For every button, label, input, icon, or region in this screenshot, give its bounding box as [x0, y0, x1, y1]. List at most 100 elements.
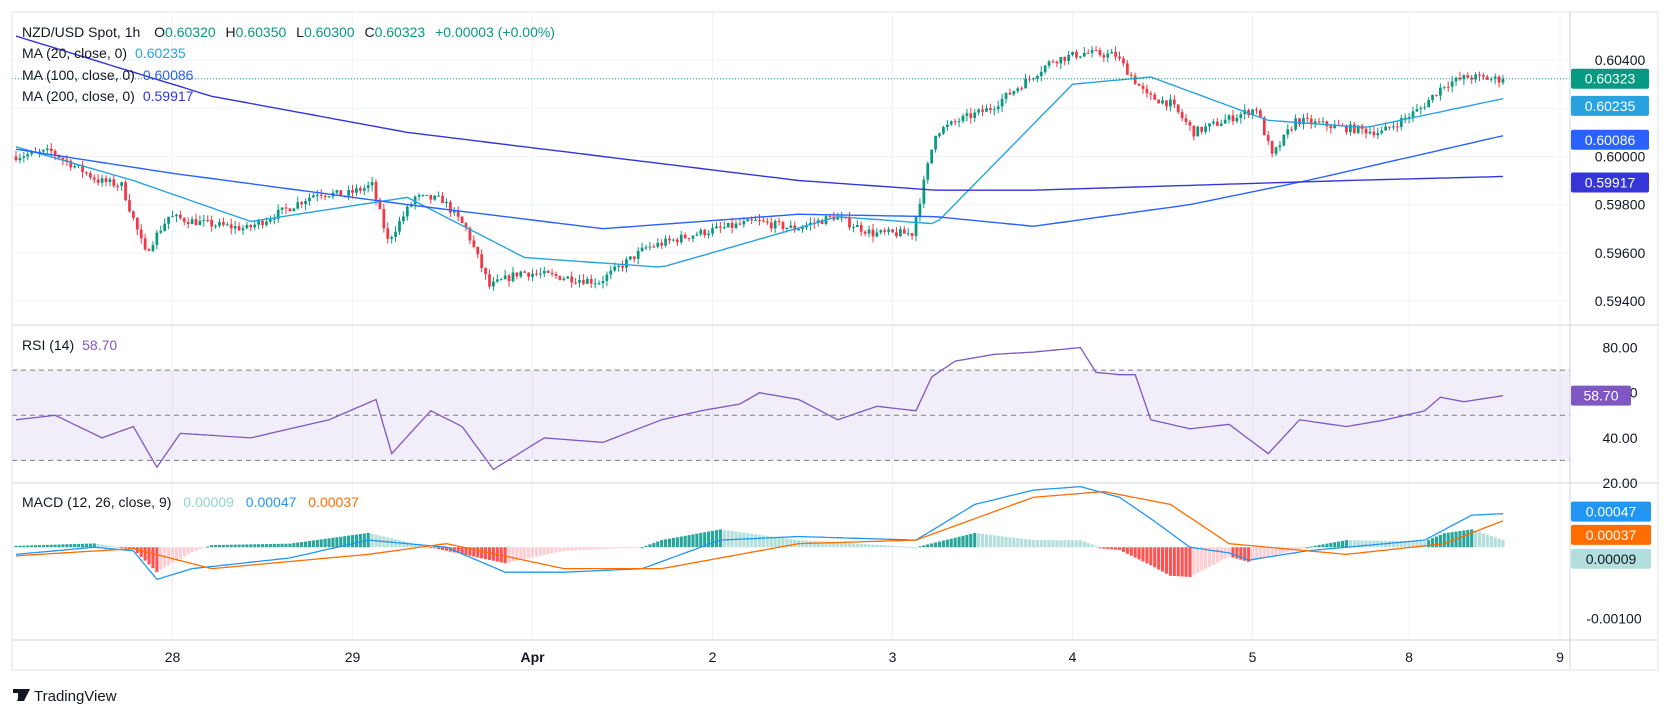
macd-histogram-bar: [100, 544, 104, 548]
macd-histogram-bar: [1278, 547, 1282, 555]
candle-body: [1474, 74, 1477, 80]
macd-histogram-bar: [272, 543, 276, 548]
candle-body: [1055, 61, 1059, 64]
candle-body: [738, 223, 742, 225]
macd-histogram-bar: [182, 547, 186, 557]
candle-body: [304, 201, 307, 205]
candle-body: [335, 190, 339, 193]
macd-histogram-bar: [354, 534, 359, 548]
macd-histogram-bar: [1090, 544, 1094, 548]
candle-body: [585, 279, 589, 284]
candle-body: [1118, 56, 1121, 59]
macd-histogram-bar: [1027, 539, 1032, 548]
macd-histogram-bar: [1466, 529, 1470, 548]
candle-body: [1004, 92, 1008, 99]
candle-body: [292, 208, 296, 212]
macd-histogram-bar: [1415, 541, 1419, 548]
macd-histogram-bar: [890, 545, 895, 548]
time-axis: 28 29 Apr 2 3 4 5 8 9: [165, 649, 1564, 665]
macd-histogram-bar: [1368, 540, 1372, 548]
macd-histogram-bar: [194, 547, 198, 551]
candle-body: [871, 229, 875, 237]
macd-histogram-bar: [264, 544, 269, 548]
macd-histogram-bar: [527, 547, 531, 559]
price-tick-label: 0.59400: [1595, 293, 1646, 309]
candle-body: [1239, 114, 1243, 118]
candle-body: [206, 219, 210, 221]
time-label: 3: [889, 649, 897, 665]
macd-histogram-bar: [124, 547, 128, 549]
candle-body: [797, 229, 800, 231]
price-tick-label: 0.60000: [1595, 148, 1646, 164]
macd-histogram-bar: [887, 545, 891, 548]
macd-histogram-bar: [409, 542, 413, 548]
macd-legend: MACD (12, 26, close, 9) 0.00009 0.00047 …: [22, 494, 359, 510]
macd-histogram-bar: [577, 547, 582, 551]
macd-histogram-bar: [77, 543, 81, 548]
macd-histogram-bar: [1403, 541, 1407, 548]
candle-body: [977, 109, 981, 113]
macd-histogram-bar: [1325, 543, 1329, 548]
macd-histogram-bar: [1227, 547, 1231, 557]
macd-histogram-bar: [1348, 540, 1352, 548]
macd-histogram-bar: [922, 545, 926, 548]
candle-body: [789, 225, 793, 228]
macd-histogram-bar: [628, 547, 632, 549]
tradingview-logo-icon: [13, 689, 30, 701]
candle-body: [1501, 78, 1505, 83]
macd-histogram-bar: [1039, 540, 1043, 548]
rsi-badge: [1571, 385, 1631, 406]
tradingview-logo[interactable]: TradingView: [13, 688, 117, 705]
candle-body: [452, 210, 456, 213]
candle-body: [648, 246, 652, 248]
macd-histogram-bar: [1114, 547, 1118, 550]
macd-histogram-bar: [808, 540, 812, 548]
candle-body: [973, 112, 977, 119]
candle-body: [1368, 131, 1372, 134]
candle-body: [1282, 134, 1286, 146]
macd-histogram-bar: [57, 544, 61, 548]
candle-body: [519, 271, 523, 277]
macd-histogram-bar: [347, 535, 351, 548]
candle-body: [268, 219, 272, 222]
candle-body: [476, 246, 480, 255]
macd-histogram-bar: [1333, 542, 1337, 548]
macd-histogram-bar: [1344, 540, 1349, 548]
price-axis: 0.604000.602000.600000.598000.596000.594…: [1586, 52, 1645, 626]
macd-histogram-bar: [112, 546, 116, 548]
macd-histogram-bar: [769, 536, 773, 548]
macd-histogram-bar: [210, 545, 214, 548]
candle-body: [445, 201, 448, 204]
macd-histogram-bar: [139, 547, 143, 557]
candle-body: [1192, 125, 1196, 137]
candle-body: [155, 232, 159, 245]
macd-histogram-bar: [245, 544, 249, 548]
candle-body: [1259, 110, 1262, 118]
candle-body: [617, 265, 620, 267]
macd-histogram-bar: [609, 547, 613, 549]
macd-histogram-bar: [198, 547, 202, 550]
candle-body: [1411, 111, 1415, 118]
macd-histogram-bar: [1231, 547, 1235, 558]
candle-body: [1141, 85, 1145, 89]
macd-histogram-bar: [1239, 547, 1243, 560]
candle-body: [171, 216, 174, 218]
candle-body: [65, 159, 69, 161]
time-label: 2: [709, 649, 717, 665]
candle-body: [656, 242, 660, 247]
macd-histogram-bar: [241, 544, 245, 548]
macd-histogram-bar: [202, 547, 206, 549]
macd-histogram-bar: [601, 547, 605, 550]
candle-body: [1356, 125, 1360, 133]
candle-body: [734, 223, 738, 228]
candle-body: [323, 195, 327, 197]
macd-histogram-bar: [460, 547, 464, 555]
candle-body: [1153, 94, 1157, 100]
candle-body: [965, 113, 969, 116]
macd-histogram-bar: [1082, 541, 1086, 548]
candle-body: [394, 231, 397, 238]
macd-histogram-bar: [221, 544, 225, 548]
macd-histogram-bar: [260, 544, 265, 548]
macd-histogram-bar: [1129, 547, 1133, 556]
candle-body: [18, 157, 22, 161]
